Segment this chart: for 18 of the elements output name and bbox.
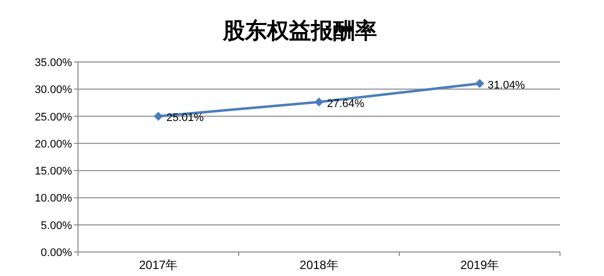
- point: [154, 112, 163, 121]
- x-tick-label: 2018年: [300, 258, 338, 272]
- point: [314, 97, 324, 106]
- point: [475, 78, 484, 88]
- y-tick-label: 15.00%: [34, 166, 72, 178]
- y-tick-label: 5.00%: [40, 220, 72, 232]
- y-tick-label: 10.00%: [34, 192, 72, 205]
- y-tick-label: 30.00%: [34, 84, 72, 96]
- y-tick-label: 20.00%: [34, 138, 72, 150]
- y-tick-label: 0.00%: [40, 247, 72, 259]
- title: 股东权益报酬率: [223, 18, 377, 43]
- data-label: 31.04%: [488, 79, 526, 92]
- x-tick-label: 2019年: [460, 258, 500, 272]
- y-tick-label: 25.00%: [34, 111, 72, 124]
- data-label: 27.64%: [327, 98, 365, 110]
- data-label: 25.01%: [166, 112, 204, 124]
- y-tick-label: 35.00%: [34, 57, 72, 69]
- x-tick-label: 2017年: [138, 258, 178, 272]
